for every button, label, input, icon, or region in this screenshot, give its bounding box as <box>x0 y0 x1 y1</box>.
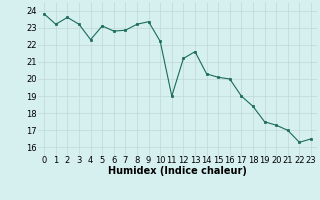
X-axis label: Humidex (Indice chaleur): Humidex (Indice chaleur) <box>108 166 247 176</box>
